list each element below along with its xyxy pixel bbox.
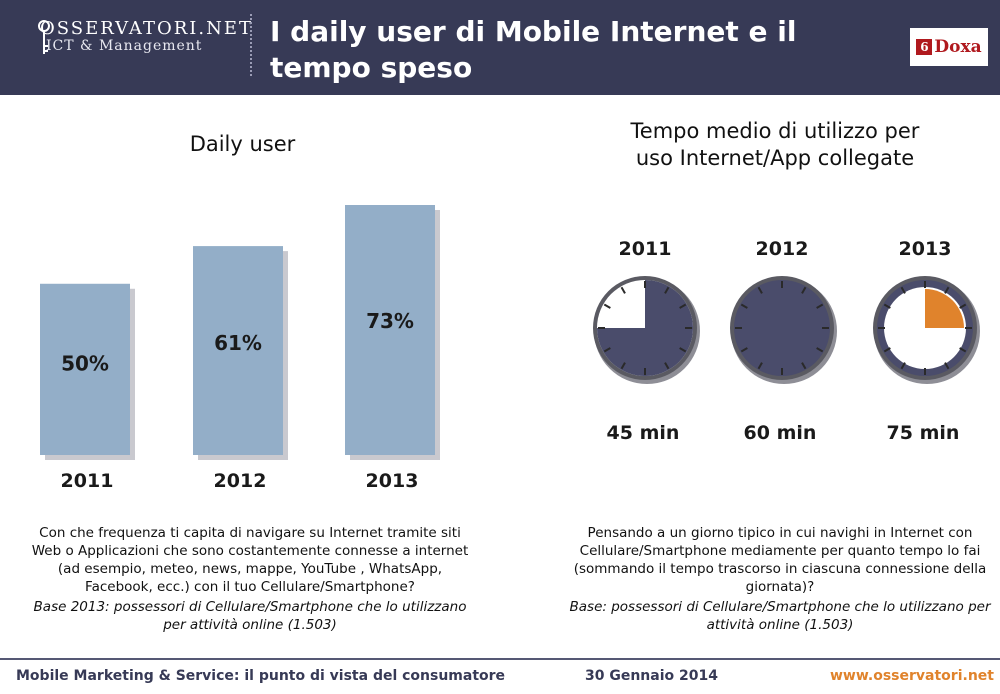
footer-website-link[interactable]: www.osservatori.net bbox=[830, 668, 994, 684]
doxa-mark-icon: 6 bbox=[916, 39, 933, 55]
header-divider bbox=[250, 14, 252, 76]
clock-tick bbox=[603, 303, 611, 309]
bar-chart-question: Con che frequenza ti capita di navigare … bbox=[31, 525, 469, 595]
clock-tick bbox=[883, 347, 891, 353]
clock-minutes-label: 75 min bbox=[887, 422, 960, 444]
clock-tick bbox=[944, 362, 950, 370]
bar-2013 bbox=[345, 205, 435, 455]
logo-sub: ICT & Management bbox=[46, 38, 203, 54]
clock-tick bbox=[664, 286, 670, 294]
footer-event: Mobile Marketing & Service: il punto di … bbox=[16, 668, 506, 684]
bar-value-label: 50% bbox=[61, 352, 109, 376]
clock-tick bbox=[757, 286, 763, 294]
clock-tick bbox=[816, 347, 824, 353]
bar-chart-title: Daily user bbox=[189, 132, 296, 156]
header-bar: OSSERVATORI.NET ICT & Management I daily… bbox=[0, 0, 1000, 95]
clock-minutes-label: 45 min bbox=[607, 422, 680, 444]
clock-tick bbox=[620, 362, 626, 370]
bar-year-label: 2011 bbox=[61, 470, 114, 492]
clock-tick bbox=[900, 362, 906, 370]
logo-main: OSSERVATORI.NET bbox=[40, 18, 253, 39]
clock-tick bbox=[816, 303, 824, 309]
clock-tick bbox=[801, 286, 807, 294]
clock-tick bbox=[883, 303, 891, 309]
bar-year-label: 2012 bbox=[214, 470, 267, 492]
clock-tick bbox=[620, 286, 626, 294]
clock-tick bbox=[801, 362, 807, 370]
clock-tick bbox=[959, 303, 967, 309]
bar-value-label: 73% bbox=[366, 309, 414, 333]
page-title: I daily user di Mobile Internet e il tem… bbox=[270, 15, 797, 84]
clock-tick bbox=[944, 286, 950, 294]
clock-year-label: 2013 bbox=[899, 238, 952, 260]
clock-tick bbox=[757, 362, 763, 370]
doxa-logo: 6 Doxa bbox=[910, 28, 988, 66]
clock-extra-sector bbox=[925, 289, 964, 328]
clock-tick bbox=[603, 347, 611, 353]
clock-minutes-label: 60 min bbox=[744, 422, 817, 444]
clock-chart-question: Pensando a un giorno tipico in cui navig… bbox=[573, 525, 987, 595]
doxa-text: Doxa bbox=[934, 37, 982, 57]
clock-filled-sector bbox=[597, 280, 693, 376]
bar-2011 bbox=[40, 283, 130, 455]
bar-value-label: 61% bbox=[214, 331, 262, 355]
key-icon bbox=[38, 20, 50, 54]
clock-tick bbox=[664, 362, 670, 370]
clock-chart-base-note: Base: possessori di Cellulare/Smartphone… bbox=[569, 599, 991, 633]
clock-tick bbox=[959, 347, 967, 353]
clock-tick bbox=[900, 286, 906, 294]
bar-2012 bbox=[193, 246, 283, 455]
clock-tick bbox=[679, 303, 687, 309]
footer-bar: Mobile Marketing & Service: il punto di … bbox=[0, 658, 1000, 694]
clock-year-label: 2011 bbox=[619, 238, 672, 260]
footer-date: 30 Gennaio 2014 bbox=[585, 668, 718, 684]
clock-year-label: 2012 bbox=[756, 238, 809, 260]
clock-chart-title-line2: uso Internet/App collegate bbox=[635, 146, 915, 170]
clock-tick bbox=[740, 347, 748, 353]
bar-chart-base-note: Base 2013: possessori di Cellulare/Smart… bbox=[33, 599, 467, 633]
clock-face-filled bbox=[734, 280, 830, 376]
clock-chart-title-line1: Tempo medio di utilizzo per bbox=[630, 119, 920, 143]
bar-year-label: 2013 bbox=[366, 470, 419, 492]
clock-tick bbox=[679, 347, 687, 353]
clock-tick bbox=[740, 303, 748, 309]
